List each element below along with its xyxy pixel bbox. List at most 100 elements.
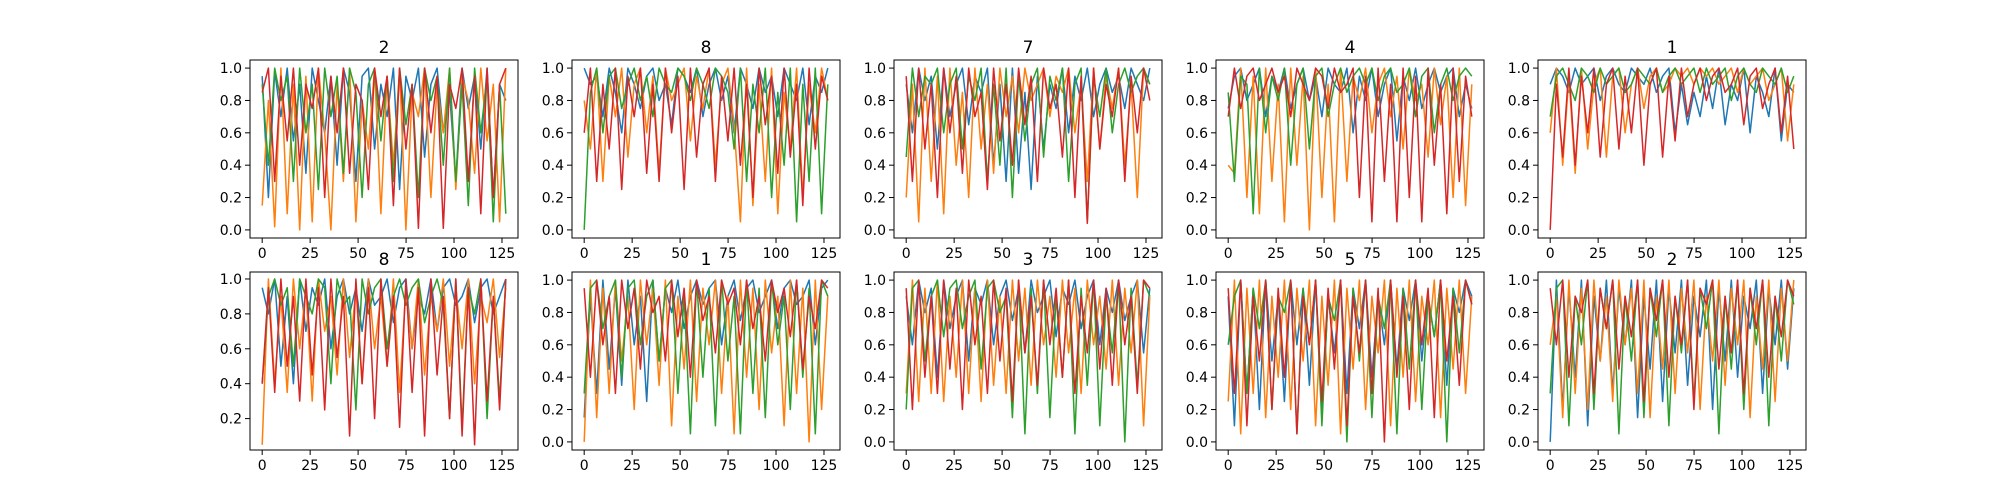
- y-tick-label: 1.0: [1186, 61, 1208, 77]
- series-line-2: [905, 67, 1151, 223]
- x-tick-label: 125: [811, 246, 838, 262]
- subplot-title: 1: [701, 250, 712, 270]
- x-tick-label: 0: [1224, 458, 1233, 474]
- plot-area: [1227, 279, 1473, 443]
- y-tick-label: 0.0: [220, 223, 242, 239]
- y-tick-label: 0.8: [542, 305, 564, 321]
- plot-area: [583, 67, 829, 230]
- y-tick-label: 0.6: [220, 126, 242, 142]
- y-tick-label: 0.6: [1508, 126, 1530, 142]
- x-tick-label: 100: [763, 458, 790, 474]
- x-tick-label: 75: [1041, 246, 1059, 262]
- y-tick-label: 0.0: [1508, 435, 1530, 451]
- series-line-4: [261, 278, 507, 446]
- x-tick-label: 25: [1589, 458, 1607, 474]
- x-tick-label: 125: [489, 458, 516, 474]
- series-line-4: [583, 67, 829, 207]
- y-tick-label: 0.0: [542, 435, 564, 451]
- y-tick-label: 0.2: [220, 191, 242, 207]
- y-tick-label: 0.2: [542, 403, 564, 419]
- y-tick-label: 1.0: [542, 273, 564, 289]
- plot-area: [1227, 67, 1473, 231]
- y-tick-label: 0.2: [1508, 191, 1530, 207]
- y-tick-label: 0.4: [1186, 158, 1208, 174]
- subplot-10: 0 25 50 75 100 125 0.0 0.2 0.4 0.6 0.8 1.0 2: [1508, 250, 1807, 474]
- x-tick-label: 125: [1777, 246, 1804, 262]
- axes-frame: [1537, 59, 1807, 239]
- y-tick-label: 1.0: [220, 61, 242, 77]
- axes-frame: [893, 271, 1163, 451]
- y-tick-label: 1.0: [864, 273, 886, 289]
- x-tick-label: 0: [580, 246, 589, 262]
- x-tick-label: 50: [1315, 246, 1333, 262]
- y-tick-label: 0.0: [542, 223, 564, 239]
- y-tick-label: 0.8: [864, 93, 886, 109]
- y-tick-label: 0.0: [864, 223, 886, 239]
- subplot-7: 0 25 50 75 100 125 0.0 0.2 0.4 0.6 0.8 1.0 1: [542, 250, 841, 474]
- y-tick-label: 0.4: [542, 158, 564, 174]
- series-line-4: [905, 67, 1151, 225]
- axes-frame: [249, 271, 519, 451]
- y-tick-label: 0.6: [864, 126, 886, 142]
- x-tick-label: 100: [1085, 246, 1112, 262]
- x-tick-label: 125: [1133, 246, 1160, 262]
- axes-frame: [893, 59, 1163, 239]
- x-tick-label: 50: [671, 458, 689, 474]
- subplot-9: 0 25 50 75 100 125 0.0 0.2 0.4 0.6 0.8 1.0 5: [1186, 250, 1485, 474]
- y-tick-label: 0.8: [1186, 93, 1208, 109]
- x-tick-label: 25: [945, 458, 963, 474]
- y-tick-label: 0.2: [864, 191, 886, 207]
- y-tick-label: 0.4: [1508, 158, 1530, 174]
- plot-area: [261, 67, 507, 231]
- series-line-2: [261, 67, 507, 231]
- x-tick-label: 0: [902, 246, 911, 262]
- y-tick-label: 0.4: [864, 370, 886, 386]
- subplot-8: 0 25 50 75 100 125 0.0 0.2 0.4 0.6 0.8 1.0 3: [864, 250, 1163, 474]
- subplot-5: 0 25 50 75 100 125 0.0 0.2 0.4 0.6 0.8 1.0 1: [1508, 38, 1807, 262]
- x-tick-label: 125: [1777, 458, 1804, 474]
- x-tick-label: 125: [1133, 458, 1160, 474]
- y-tick-label: 1.0: [864, 61, 886, 77]
- axes-frame: [1537, 271, 1807, 451]
- x-tick-label: 125: [1455, 458, 1482, 474]
- series-line-3: [1227, 67, 1473, 215]
- y-tick-label: 0.4: [542, 370, 564, 386]
- plot-area: [905, 67, 1151, 225]
- y-tick-label: 0.6: [1186, 126, 1208, 142]
- y-tick-label: 0.0: [864, 435, 886, 451]
- y-tick-label: 0.8: [220, 93, 242, 109]
- x-tick-label: 0: [580, 458, 589, 474]
- x-tick-label: 0: [902, 458, 911, 474]
- x-tick-label: 75: [1685, 246, 1703, 262]
- y-tick-label: 1.0: [220, 272, 242, 288]
- x-tick-label: 100: [1729, 458, 1756, 474]
- plot-area: [1549, 279, 1795, 442]
- x-tick-label: 25: [623, 246, 641, 262]
- series-line-1: [1549, 67, 1795, 142]
- y-tick-label: 0.2: [1508, 403, 1530, 419]
- y-tick-label: 1.0: [542, 61, 564, 77]
- x-tick-label: 75: [719, 246, 737, 262]
- axes-frame: [1215, 59, 1485, 239]
- y-tick-label: 0.4: [220, 158, 242, 174]
- x-tick-label: 75: [1363, 246, 1381, 262]
- series-line-2: [1549, 67, 1795, 175]
- x-tick-label: 100: [441, 246, 468, 262]
- x-tick-label: 50: [349, 246, 367, 262]
- y-tick-label: 0.0: [1508, 223, 1530, 239]
- series-line-4: [905, 279, 1151, 411]
- x-tick-label: 0: [1546, 458, 1555, 474]
- x-tick-label: 50: [1637, 458, 1655, 474]
- y-tick-label: 0.2: [220, 412, 242, 428]
- subplot-title: 5: [1345, 250, 1356, 270]
- y-tick-label: 0.8: [220, 307, 242, 323]
- x-tick-label: 100: [1407, 458, 1434, 474]
- series-line-3: [583, 279, 829, 435]
- series-line-4: [261, 67, 507, 230]
- y-tick-label: 0.2: [1186, 191, 1208, 207]
- x-tick-label: 25: [1267, 458, 1285, 474]
- series-line-1: [1227, 67, 1473, 142]
- subplot-title: 3: [1023, 250, 1034, 270]
- x-tick-label: 0: [1546, 246, 1555, 262]
